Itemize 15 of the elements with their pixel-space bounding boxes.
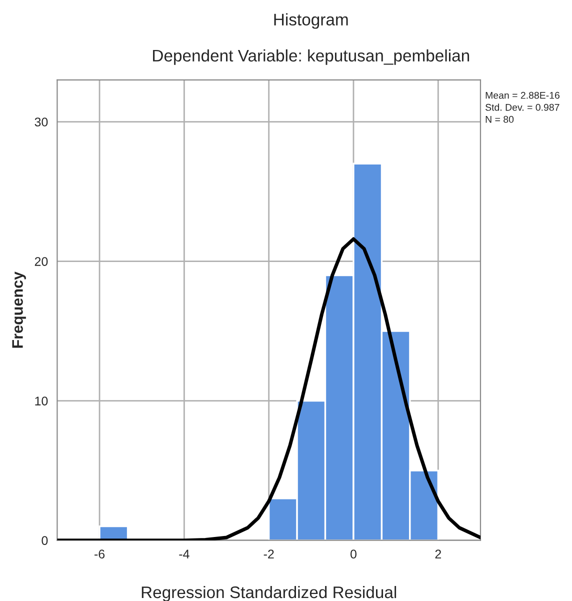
text: Mean = 2.88E-16 bbox=[486, 92, 560, 99]
y-tick-label: 10 bbox=[35, 396, 48, 406]
x-tick-label: -4 bbox=[179, 550, 190, 558]
text: N = 80 bbox=[486, 116, 514, 123]
x-tick-label: 0 bbox=[350, 550, 356, 559]
y-tick-label: 20 bbox=[34, 257, 48, 266]
text: Std. Dev. = 0.987 bbox=[486, 104, 560, 111]
x-tick-label: -6 bbox=[94, 550, 105, 559]
x-tick-label: 2 bbox=[435, 550, 441, 558]
y-tick-label: 30 bbox=[34, 118, 48, 126]
y-axis-title: Frequency bbox=[12, 272, 26, 348]
y-tick-label: 0 bbox=[42, 536, 48, 545]
chart-subtitle: Dependent Variable: keputusan_pembelian bbox=[153, 49, 470, 65]
x-tick-label: -2 bbox=[264, 550, 274, 558]
chart-title: Histogram bbox=[274, 13, 348, 29]
